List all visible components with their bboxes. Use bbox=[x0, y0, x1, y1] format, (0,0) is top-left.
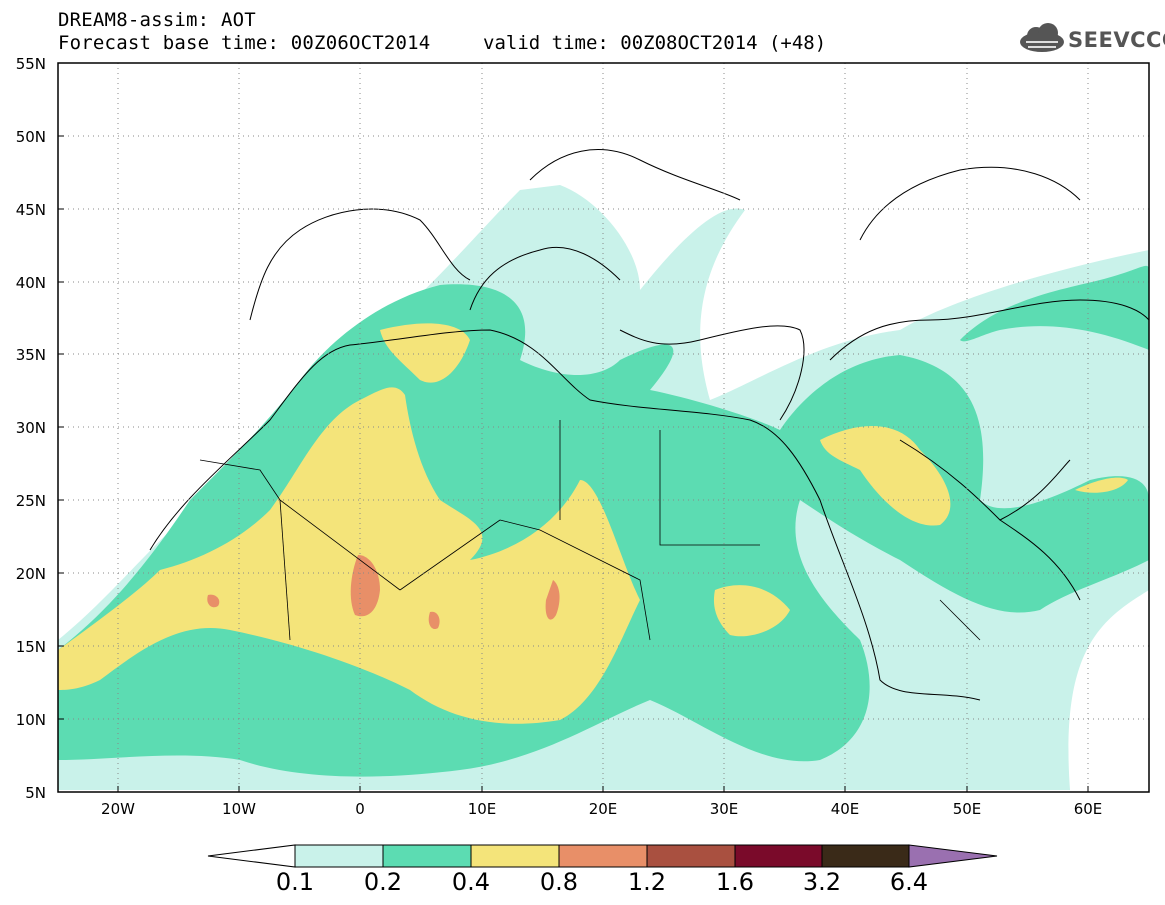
colorbar-label: 0.4 bbox=[451, 868, 491, 896]
lon-label: 10W bbox=[222, 800, 256, 818]
lon-label: 20E bbox=[588, 800, 618, 818]
gridlines bbox=[58, 63, 1149, 792]
lat-label: 35N bbox=[15, 346, 46, 364]
country-borders bbox=[199, 420, 981, 641]
lat-label: 30N bbox=[15, 419, 46, 437]
aot-band-0.8 bbox=[207, 555, 560, 630]
lat-label: 40N bbox=[15, 274, 46, 292]
cloud-icon bbox=[1020, 23, 1064, 52]
lat-label: 15N bbox=[15, 638, 46, 656]
aot-contours bbox=[58, 149, 1149, 790]
axis-ticks bbox=[58, 62, 1089, 792]
lon-label: 0 bbox=[355, 800, 365, 818]
lon-label: 20W bbox=[101, 800, 135, 818]
lat-label: 20N bbox=[15, 565, 46, 583]
lon-label: 50E bbox=[952, 800, 982, 818]
lon-label: 40E bbox=[830, 800, 860, 818]
colorbar-label: 1.2 bbox=[627, 868, 667, 896]
lat-label: 25N bbox=[15, 492, 46, 510]
colorbar-label: 1.6 bbox=[715, 868, 755, 896]
lon-label: 30E bbox=[709, 800, 739, 818]
lat-label: 5N bbox=[25, 784, 46, 802]
colorbar-label: 0.2 bbox=[363, 868, 403, 896]
lon-label: 10E bbox=[467, 800, 497, 818]
coastlines bbox=[149, 149, 1149, 701]
colorbar-label: 0.1 bbox=[275, 868, 315, 896]
colorbar-label: 0.8 bbox=[539, 868, 579, 896]
lat-label: 55N bbox=[15, 55, 46, 73]
colorbar-label: 6.4 bbox=[889, 868, 929, 896]
lat-label: 45N bbox=[15, 201, 46, 219]
model-title: DREAM8-assim: AOT bbox=[58, 9, 256, 31]
logo-text: SEEVCCC bbox=[1068, 28, 1165, 52]
lat-label: 10N bbox=[15, 711, 46, 729]
lon-label: 60E bbox=[1073, 800, 1103, 818]
colorbar-label: 3.2 bbox=[802, 868, 842, 896]
valid-time: valid time: 00Z08OCT2014 (+48) bbox=[483, 32, 827, 54]
lat-label: 50N bbox=[15, 128, 46, 146]
forecast-base-time: Forecast base time: 00Z06OCT2014 bbox=[58, 32, 431, 54]
